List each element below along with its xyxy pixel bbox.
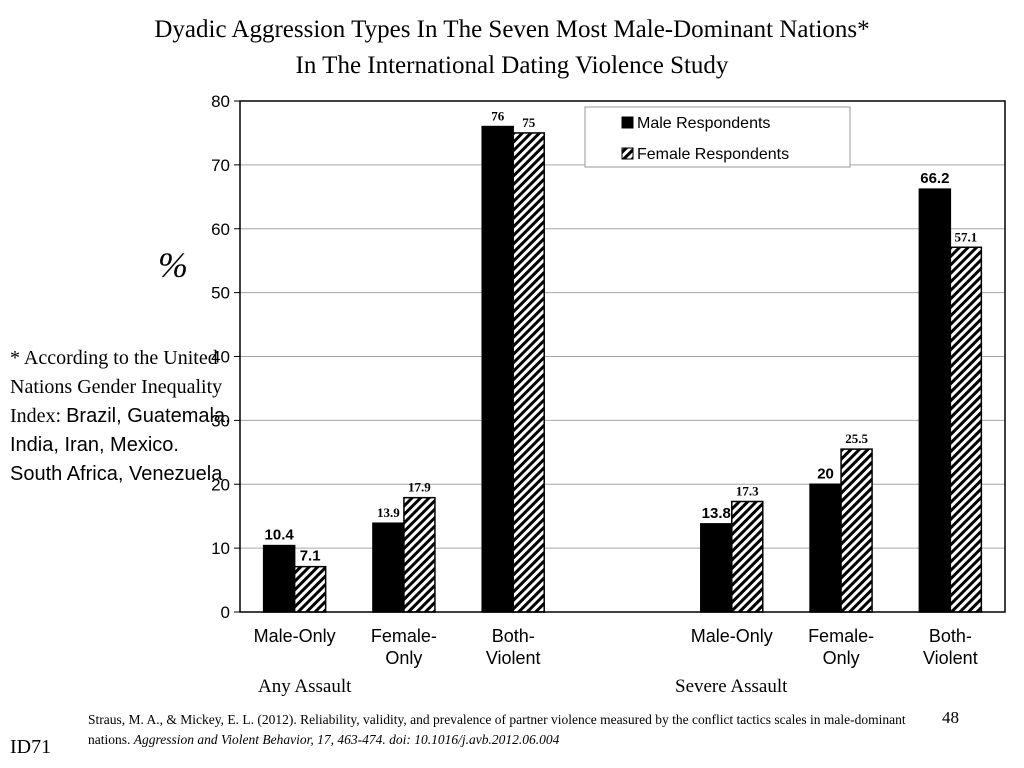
data-label: 57.1 [954,229,977,244]
y-tick-label: 70 [211,156,230,175]
footnote-nations: * According to the United Nations Gender… [10,344,235,489]
bar-female [512,132,545,613]
y-tick-label: 20 [211,475,230,494]
data-label: 25.5 [845,431,868,446]
data-label: 17.9 [408,480,431,495]
y-tick-label: 60 [211,220,230,239]
data-label: 7.1 [300,548,321,565]
citation: Straus, M. A., & Mickey, E. L. (2012). R… [88,710,928,750]
data-label: 10.4 [265,527,295,544]
legend-swatch [621,147,634,160]
legend-swatch [621,116,634,129]
data-label: 20 [817,465,834,482]
plot-area: 0 10 20 30 40 50 60 70 80 10.4 7.1 Male-Only 13.9 17.… [211,92,1006,668]
x-category-label: Only [823,648,860,668]
x-category-label: Female- [371,626,437,646]
data-label: 13.8 [702,505,731,522]
x-category-label: Female- [808,626,874,646]
bar-female [840,448,873,613]
x-category-label: Male-Only [691,626,773,646]
legend-label: Female Respondents [637,146,789,163]
chart-title-line-2: In The International Dating Violence Stu… [295,52,729,79]
bar-male [809,483,842,613]
bar-female [293,565,327,613]
footnote-serif-text: * According to the United Nations Gender… [10,347,223,427]
citation-text: Straus, M. A., & Mickey, E. L. (2012). R… [88,712,906,747]
group-label-any-assault: Any Assault [258,676,352,697]
x-category-label: Both- [929,626,972,646]
slide-number: 48 [942,708,959,727]
y-tick-label: 10 [211,539,230,558]
bar-male [918,188,952,613]
footnote-nation-list: Brazil, Guatemala, India, Iran, Mexico. … [10,405,231,485]
y-tick-label: 80 [211,92,230,111]
y-tick-label: 50 [211,284,230,303]
bar-female [731,500,764,613]
bar-male [262,544,296,613]
slide-id: ID71 [10,736,52,758]
data-label: 13.9 [377,505,400,520]
bar-female [949,246,983,613]
x-category-label: Only [385,648,422,668]
data-label: 66.2 [920,170,949,187]
bar-male [700,523,733,613]
x-category-label: Violent [923,648,978,668]
data-label: 17.3 [736,483,759,498]
x-category-label: Male-Only [254,626,336,646]
chart-title-line-1: Dyadic Aggression Types In The Seven Mos… [154,16,870,43]
y-tick-label: 0 [221,603,230,622]
data-label: 75 [522,115,536,130]
y-tick-label: 40 [211,348,230,367]
bar-female [403,496,436,613]
group-label-severe-assault: Severe Assault [675,676,788,697]
bar-male [372,522,405,613]
data-label: 76 [491,109,505,124]
legend-label: Male Respondents [637,115,770,132]
citation-journal: Aggression and Violent Behavior, 17, 463… [133,732,560,747]
y-tick-label: 30 [211,411,230,430]
x-category-label: Violent [486,648,541,668]
plot-border [239,100,1006,613]
y-axis-label: % [158,245,188,285]
x-category-label: Both- [492,626,535,646]
bar-male [481,125,514,613]
